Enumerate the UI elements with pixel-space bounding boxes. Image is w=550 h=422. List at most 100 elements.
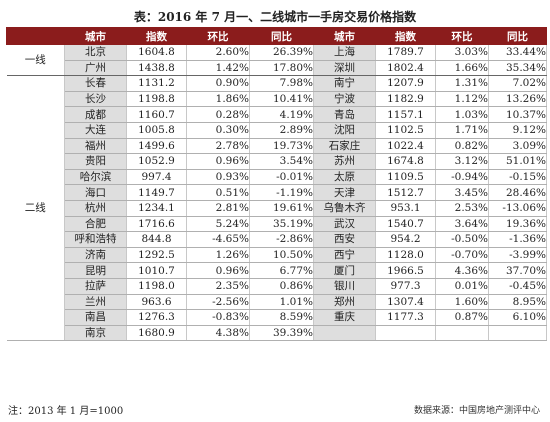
percent-cell: 3.64% [435, 216, 489, 233]
percent-cell: 1.71% [435, 122, 489, 139]
percent-cell: 0.93% [186, 169, 250, 186]
header-index-2: 指数 [375, 27, 436, 45]
index-cell: 1102.5 [375, 122, 436, 139]
city-cell: 呼和浩特 [64, 231, 127, 248]
percent-cell: 8.59% [249, 309, 314, 326]
city-cell: 太原 [313, 169, 376, 186]
percent-cell: 5.24% [186, 216, 250, 233]
index-cell: 997.4 [126, 169, 187, 186]
index-cell: 953.1 [375, 200, 436, 217]
table-row: 大连 1005.8 0.30% 2.89% 沈阳 1102.5 1.71% 9.12% [7, 122, 547, 139]
city-cell: 福州 [64, 138, 127, 155]
index-cell: 1010.7 [126, 262, 187, 279]
table-row: 合肥 1716.6 5.24% 35.19% 武汉 1540.7 3.64% 19.36% [7, 216, 547, 233]
city-cell: 青岛 [313, 106, 376, 123]
percent-cell: 1.31% [435, 75, 489, 92]
city-cell: 南昌 [64, 309, 127, 326]
header-city: 城市 [64, 27, 127, 45]
percent-cell: 3.12% [435, 153, 489, 170]
city-cell: 深圳 [313, 60, 376, 77]
city-cell: 沈阳 [313, 122, 376, 139]
index-cell: 1540.7 [375, 216, 436, 233]
percent-cell: 0.82% [435, 138, 489, 155]
index-cell: 1438.8 [126, 60, 187, 77]
table-row: 杭州 1234.1 2.81% 19.61% 乌鲁木齐 953.1 2.53% -13.06% [7, 200, 547, 217]
city-cell: 重庆 [313, 309, 376, 326]
table-title: 表：2016 年 7 月一、二线城市一手房交易价格指数 [133, 10, 417, 24]
index-cell: 1604.8 [126, 44, 187, 61]
header-yoy: 同比 [249, 27, 314, 45]
percent-cell [488, 325, 547, 342]
percent-cell: 3.09% [488, 138, 547, 155]
index-cell: 1177.3 [375, 309, 436, 326]
city-cell: 贵阳 [64, 153, 127, 170]
percent-cell: 1.26% [186, 247, 250, 264]
percent-cell: 19.61% [249, 200, 314, 217]
percent-cell: 1.60% [435, 294, 489, 311]
city-cell: 银川 [313, 278, 376, 295]
percent-cell: 0.28% [186, 106, 250, 123]
city-cell: 西安 [313, 231, 376, 248]
header-index: 指数 [126, 27, 187, 45]
percent-cell: -0.15% [488, 169, 547, 186]
table-row: 广州 1438.8 1.42% 17.80% 深圳 1802.4 1.66% 35.34% [7, 60, 547, 77]
table-row: 济南 1292.5 1.26% 10.50% 西宁 1128.0 -0.70% -3.99% [7, 247, 547, 264]
index-cell: 1716.6 [126, 216, 187, 233]
percent-cell: -13.06% [488, 200, 547, 217]
index-cell: 1207.9 [375, 75, 436, 92]
index-cell: 1674.8 [375, 153, 436, 170]
city-cell: 苏州 [313, 153, 376, 170]
percent-cell: 13.26% [488, 91, 547, 108]
percent-cell: 0.30% [186, 122, 250, 139]
city-cell: 杭州 [64, 200, 127, 217]
city-cell: 南京 [64, 325, 127, 342]
header-mom-2: 环比 [435, 27, 489, 45]
percent-cell: 6.10% [488, 309, 547, 326]
percent-cell: -3.99% [488, 247, 547, 264]
percent-cell: 0.96% [186, 262, 250, 279]
table-row: 兰州 963.6 -2.56% 1.01% 郑州 1307.4 1.60% 8.95% [7, 294, 547, 311]
city-cell: 天津 [313, 184, 376, 201]
percent-cell: -0.70% [435, 247, 489, 264]
percent-cell: 3.54% [249, 153, 314, 170]
index-cell: 1182.9 [375, 91, 436, 108]
city-cell: 西宁 [313, 247, 376, 264]
percent-cell: 10.50% [249, 247, 314, 264]
city-cell: 武汉 [313, 216, 376, 233]
table-row: 一线 北京 1604.8 2.60% 26.39% 上海 1789.7 3.03% 33.44% [6, 44, 547, 77]
city-cell: 南宁 [313, 75, 376, 92]
index-cell: 1276.3 [126, 309, 187, 326]
index-cell: 1131.2 [126, 75, 187, 92]
index-cell: 1198.8 [126, 91, 187, 108]
percent-cell: 0.90% [186, 75, 250, 92]
city-cell: 济南 [64, 247, 127, 264]
city-cell: 成都 [64, 106, 127, 123]
percent-cell: 6.77% [249, 262, 314, 279]
city-cell: 哈尔滨 [64, 169, 127, 186]
percent-cell: 19.36% [488, 216, 547, 233]
data-source: 数据来源：中国房地产测评中心 [413, 406, 540, 416]
index-cell: 1198.0 [126, 278, 187, 295]
percent-cell: 1.03% [435, 106, 489, 123]
index-cell: 1789.7 [375, 44, 436, 61]
table-row: 拉萨 1198.0 2.35% 0.86% 银川 977.3 0.01% -0.45% [7, 278, 547, 295]
percent-cell: 0.01% [435, 278, 489, 295]
percent-cell: 33.44% [488, 44, 547, 61]
index-cell: 977.3 [375, 278, 436, 295]
percent-cell: -2.56% [186, 294, 250, 311]
percent-cell: 39.39% [249, 325, 314, 342]
table-row: 哈尔滨 997.4 0.93% -0.01% 太原 1109.5 -0.94% -0.15% [7, 169, 547, 186]
percent-cell: 2.78% [186, 138, 250, 155]
percent-cell: -1.36% [488, 231, 547, 248]
percent-cell: 37.70% [488, 262, 547, 279]
percent-cell: 0.51% [186, 184, 250, 201]
percent-cell: 2.60% [186, 44, 250, 61]
index-cell: 1680.9 [126, 325, 187, 342]
percent-cell: 4.38% [186, 325, 250, 342]
percent-cell: 1.42% [186, 60, 250, 77]
index-cell: 1109.5 [375, 169, 436, 186]
index-cell: 1160.7 [126, 106, 187, 123]
percent-cell: 9.12% [488, 122, 547, 139]
percent-cell: 0.96% [186, 153, 250, 170]
table-row: 南昌 1276.3 -0.83% 8.59% 重庆 1177.3 0.87% 6.10% [7, 309, 547, 326]
